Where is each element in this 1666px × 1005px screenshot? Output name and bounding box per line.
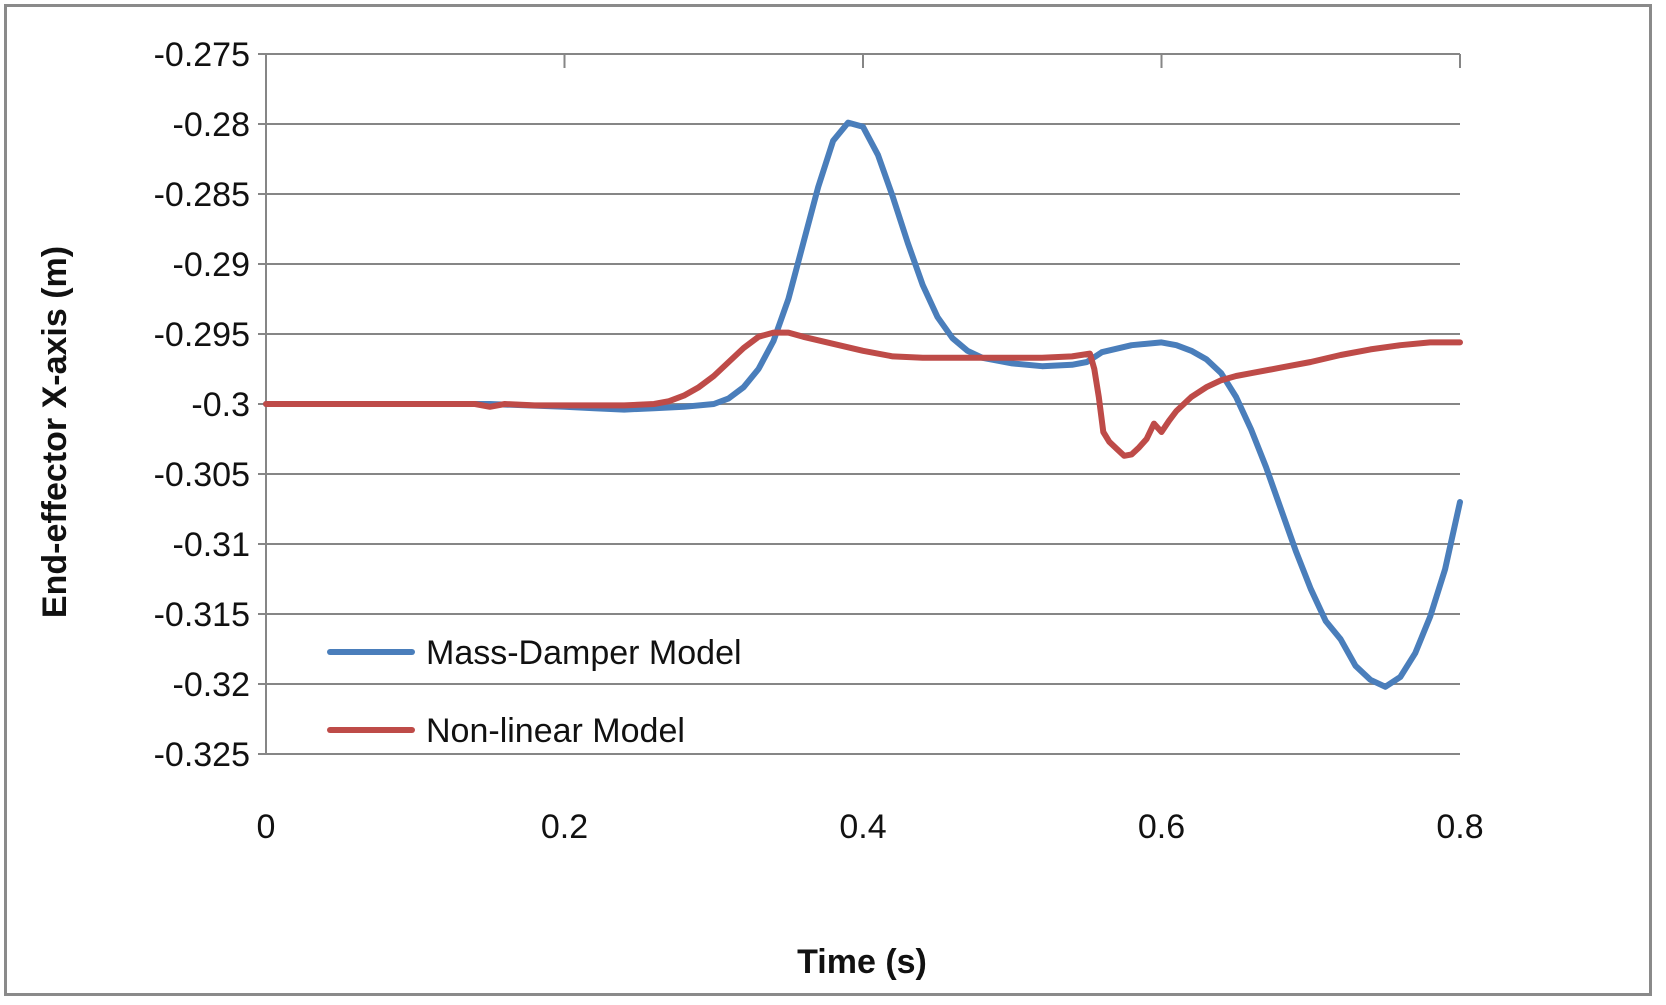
y-tick-label: -0.3 xyxy=(191,386,250,424)
series-lines xyxy=(263,119,1463,690)
y-tick-label: -0.295 xyxy=(154,316,250,354)
y-tick-label: -0.305 xyxy=(154,456,250,494)
y-tick-label: -0.28 xyxy=(173,106,251,144)
y-tick-label: -0.32 xyxy=(173,666,251,704)
y-tick-label: -0.325 xyxy=(154,736,250,774)
chart-frame xyxy=(4,4,1652,996)
legend-label-non-linear: Non-linear Model xyxy=(426,712,685,750)
x-tick-label: 0.4 xyxy=(839,808,886,846)
tick-labels: -0.275 -0.28 -0.285 -0.29 -0.295 -0.3 -0.305 -0… xyxy=(154,36,1484,846)
y-tick-label: -0.315 xyxy=(154,596,250,634)
x-tick-label: 0.8 xyxy=(1436,808,1483,846)
y-tick-label: -0.29 xyxy=(173,246,251,284)
x-tick-label: 0 xyxy=(257,808,276,846)
x-tick-label: 0.6 xyxy=(1138,808,1185,846)
y-tick-label: -0.275 xyxy=(154,36,250,74)
gridlines xyxy=(266,53,1460,685)
legend-label-mass-damper: Mass-Damper Model xyxy=(426,634,742,672)
x-tick-label: 0.2 xyxy=(541,808,588,846)
x-axis-title: Time (s) xyxy=(797,943,927,981)
y-axis-title: End-effector X-axis (m) xyxy=(36,246,74,618)
legend: Mass-Damper Model Non-linear Model xyxy=(327,634,742,750)
y-tick-label: -0.31 xyxy=(173,526,251,564)
series-line-non-linear xyxy=(263,329,1463,459)
y-tick-label: -0.285 xyxy=(154,176,250,214)
